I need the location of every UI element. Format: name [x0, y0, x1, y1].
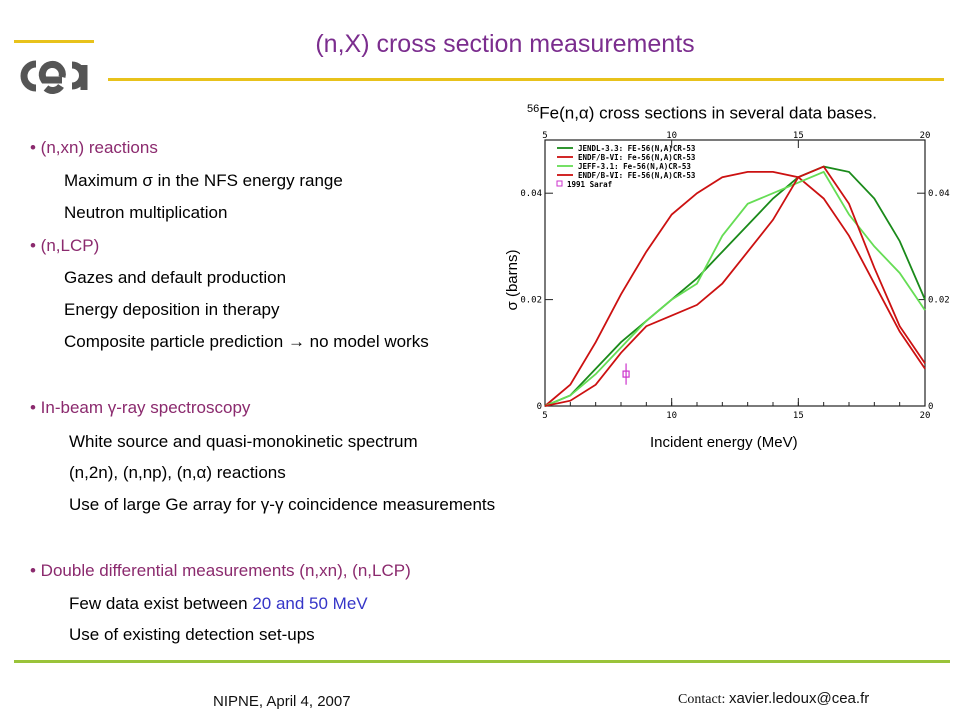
item-gamma-1: White source and quasi-monokinetic spect…: [69, 432, 418, 451]
item-nlcp-2: Energy deposition in therapy: [64, 300, 280, 319]
x-tick-label: 20: [920, 411, 931, 421]
saraf-point: [622, 370, 630, 378]
cea-logo: [14, 50, 94, 100]
y-tick-label-right: 0.04: [928, 189, 950, 199]
item-gamma-3: Use of large Ge array for γ-γ coincidenc…: [69, 495, 496, 514]
item-ddx-2: Use of existing detection set-ups: [69, 625, 315, 644]
cross-section-chart: 5 5 10 10 15 15 20 20 0 0 0.02 0.02 0.04 0.04 JENDL-3.…: [500, 130, 960, 460]
chart-caption: 56Fe(n,α) cross sections in several data…: [527, 103, 877, 124]
footer-location-date: NIPNE, April 4, 2007: [213, 693, 351, 710]
item-nlcp-1: Gazes and default production: [64, 268, 287, 287]
x-axis-label: Incident energy (MeV): [650, 434, 798, 451]
x-tick-label-top: 5: [542, 131, 547, 141]
legend-point-swatch: [556, 180, 563, 187]
logo-top-line: [14, 40, 94, 43]
footer-contact: Contact: xavier.ledoux@cea.fr: [678, 690, 869, 708]
y-tick-label-right: 0: [928, 402, 933, 412]
title-underline: [108, 78, 944, 81]
bullet-ddx: • Double differential measurements (n,xn…: [30, 561, 411, 580]
series-line-0: [544, 165, 926, 407]
plot-frame: [544, 139, 926, 407]
caption-superscript: 56: [527, 103, 540, 115]
x-tick-label-top: 15: [793, 131, 804, 141]
y-axis-label: σ (barns): [504, 250, 521, 311]
y-tick-label: 0: [537, 402, 542, 412]
series-line-1: [544, 171, 926, 407]
y-tick-label-right: 0.02: [928, 296, 950, 306]
caption-text: Fe(n,α) cross sections in several data b…: [539, 103, 877, 123]
contact-email: xavier.ledoux@cea.fr: [728, 690, 870, 707]
bullet-nlcp: • (n,LCP): [30, 236, 100, 255]
item-nlcp-3: Composite particle prediction → no model…: [64, 332, 429, 351]
item-nxn-1: Maximum σ in the NFS energy range: [64, 171, 343, 190]
y-tick-label: 0.02: [520, 296, 542, 306]
bullet-gamma: • In-beam γ-ray spectroscopy: [30, 398, 251, 417]
item-ddx-1: Few data exist between 20 and 50 MeV: [69, 594, 368, 614]
x-tick-label: 5: [542, 411, 547, 421]
y-tick-label: 0.04: [520, 189, 542, 199]
legend-label-3: ENDF/B-VI: FE-56(N,A)CR-53: [578, 171, 696, 180]
bullet-nxn: • (n,xn) reactions: [30, 138, 158, 157]
legend-label-2: JEFF-3.1: Fe-56(N,A)CR-53: [578, 162, 691, 171]
item-gamma-2: (n,2n), (n,np), (n,α) reactions: [69, 463, 286, 482]
footer-line: [14, 660, 950, 663]
series-line-3: [544, 165, 926, 407]
x-tick-label-top: 10: [666, 131, 677, 141]
energy-range-highlight: 20 and 50 MeV: [252, 594, 368, 613]
x-tick-label-top: 20: [920, 131, 931, 141]
item-ddx-1-text: Few data exist between: [69, 594, 253, 613]
legend-point-label: 1991 Saraf: [567, 180, 612, 189]
x-tick-label: 10: [666, 411, 677, 421]
legend-label-1: ENDF/B-VI: Fe-56(N,A)CR-53: [578, 153, 696, 162]
series-line-2: [544, 170, 926, 407]
page-title: (n,X) cross section measurements: [315, 30, 695, 58]
x-tick-label: 15: [793, 411, 804, 421]
contact-label: Contact:: [678, 692, 729, 707]
item-nxn-2: Neutron multiplication: [64, 203, 228, 222]
legend-label-0: JENDL-3.3: FE-56(N,A)CR-53: [578, 144, 696, 153]
